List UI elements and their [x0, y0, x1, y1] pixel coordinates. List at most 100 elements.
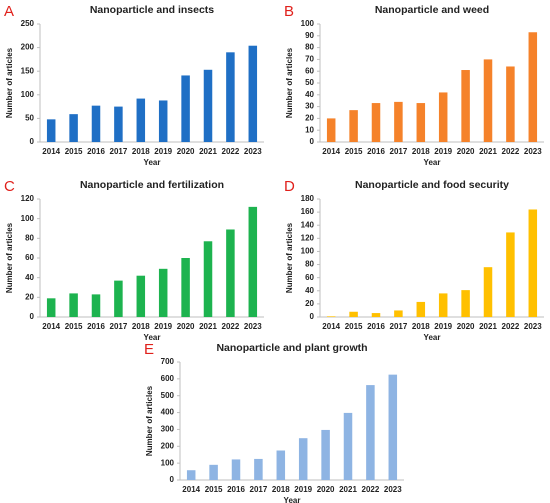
- bar: [231, 459, 241, 480]
- x-tick-label: 2018: [272, 485, 290, 494]
- bar: [461, 290, 470, 317]
- x-tick-label: 2017: [110, 322, 128, 331]
- y-tick-label: 0: [310, 312, 315, 321]
- bar: [203, 69, 213, 142]
- chart-panel: A Nanoparticle and insects Year Number of a…: [4, 3, 264, 167]
- x-tick-label: 2021: [339, 485, 357, 494]
- bar: [248, 45, 258, 142]
- x-axis-label: Year: [144, 158, 161, 167]
- y-tick-label: 40: [25, 273, 34, 282]
- bar: [416, 103, 426, 142]
- panel-label: E: [144, 341, 154, 358]
- bar: [506, 232, 515, 317]
- x-tick-label: 2015: [65, 322, 83, 331]
- bar: [416, 301, 426, 317]
- panel-label: D: [284, 178, 295, 195]
- x-tick-label: 2018: [412, 322, 430, 331]
- panel-label: B: [284, 3, 294, 20]
- y-tick-label: 30: [305, 102, 314, 111]
- bar: [461, 70, 470, 142]
- bar: [343, 412, 353, 480]
- bar: [158, 100, 168, 142]
- bar: [69, 114, 78, 142]
- bar: [46, 119, 56, 142]
- bar: [203, 241, 213, 317]
- chart-title: Nanoparticle and weed: [375, 4, 489, 16]
- bar: [394, 101, 403, 142]
- y-tick-label: 50: [25, 114, 34, 123]
- bar: [91, 105, 101, 142]
- x-tick-label: 2019: [154, 147, 172, 156]
- y-tick-label: 100: [301, 19, 315, 28]
- x-tick-label: 2015: [205, 485, 223, 494]
- bar: [298, 438, 308, 480]
- x-tick-label: 2023: [524, 147, 542, 156]
- bar: [226, 229, 235, 317]
- bar: [438, 293, 448, 317]
- y-tick-label: 70: [305, 55, 314, 64]
- x-tick-label: 2020: [317, 485, 335, 494]
- y-axis-label: Number of articles: [285, 222, 294, 293]
- x-tick-label: 2020: [457, 322, 475, 331]
- y-tick-label: 20: [305, 114, 314, 123]
- bar: [394, 310, 403, 317]
- x-tick-label: 2022: [222, 147, 240, 156]
- x-tick-label: 2019: [434, 322, 452, 331]
- y-tick-label: 0: [170, 475, 175, 484]
- bar: [209, 464, 218, 480]
- bar: [136, 98, 146, 142]
- bar: [528, 209, 538, 317]
- y-tick-label: 100: [301, 247, 315, 256]
- x-tick-label: 2018: [412, 147, 430, 156]
- x-tick-label: 2020: [177, 322, 195, 331]
- x-tick-label: 2016: [87, 147, 105, 156]
- bar: [371, 313, 381, 317]
- y-tick-label: 40: [305, 90, 314, 99]
- y-tick-label: 80: [305, 43, 314, 52]
- bar: [114, 280, 123, 317]
- x-tick-label: 2018: [132, 322, 150, 331]
- bar: [186, 470, 196, 480]
- bar: [388, 374, 398, 480]
- x-tick-label: 2016: [367, 322, 385, 331]
- x-tick-label: 2021: [199, 322, 217, 331]
- x-tick-label: 2016: [87, 322, 105, 331]
- x-axis-label: Year: [284, 496, 301, 503]
- bar: [366, 385, 375, 480]
- bar: [158, 268, 168, 317]
- y-tick-label: 90: [305, 31, 314, 40]
- chart-panel: C Nanoparticle and fertilization Year Numbe…: [4, 178, 264, 342]
- bar: [114, 106, 123, 142]
- y-tick-label: 100: [161, 458, 175, 467]
- y-tick-label: 20: [305, 299, 314, 308]
- y-tick-label: 300: [161, 425, 175, 434]
- bar: [181, 75, 190, 142]
- x-tick-label: 2014: [42, 147, 60, 156]
- x-axis-label: Year: [144, 333, 161, 342]
- y-tick-label: 100: [21, 90, 35, 99]
- y-tick-label: 200: [21, 43, 35, 52]
- y-tick-label: 400: [161, 408, 175, 417]
- bar: [326, 118, 336, 142]
- y-tick-label: 20: [25, 292, 34, 301]
- bar: [528, 32, 538, 143]
- x-tick-label: 2022: [222, 322, 240, 331]
- x-tick-label: 2023: [244, 322, 262, 331]
- y-tick-label: 80: [25, 233, 34, 242]
- x-tick-label: 2014: [42, 322, 60, 331]
- chart-title: Nanoparticle and fertilization: [80, 179, 224, 191]
- x-tick-label: 2019: [154, 322, 172, 331]
- bar: [248, 206, 258, 317]
- y-tick-label: 140: [301, 220, 315, 229]
- x-tick-label: 2022: [502, 322, 520, 331]
- bar: [181, 258, 190, 317]
- bar: [91, 294, 101, 317]
- chart-title: Nanoparticle and plant growth: [216, 342, 367, 354]
- bar: [326, 316, 336, 317]
- x-tick-label: 2021: [199, 147, 217, 156]
- y-tick-label: 500: [161, 391, 175, 400]
- x-tick-label: 2023: [524, 322, 542, 331]
- y-tick-label: 60: [305, 66, 314, 75]
- x-tick-label: 2022: [362, 485, 380, 494]
- y-tick-label: 120: [21, 194, 35, 203]
